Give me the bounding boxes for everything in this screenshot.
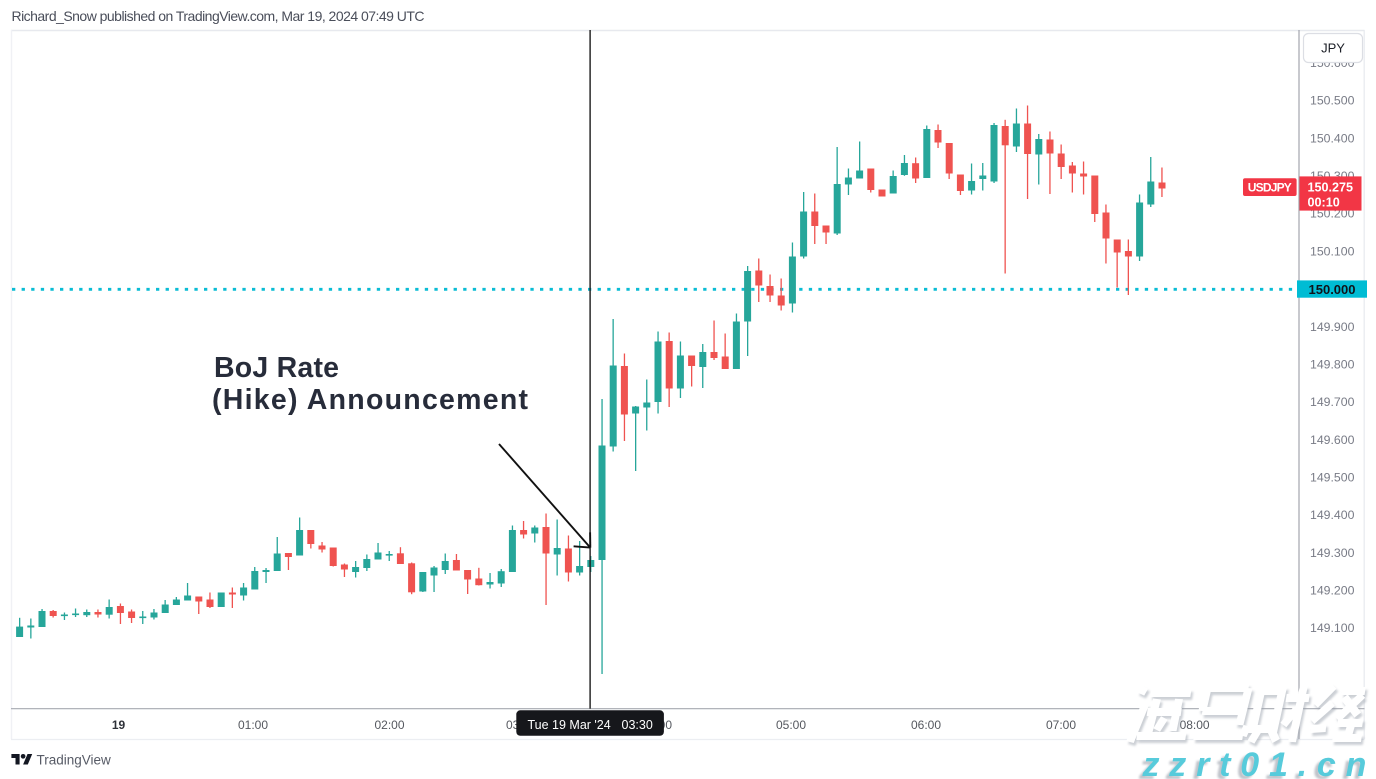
svg-text:06:00: 06:00 [911, 718, 941, 732]
svg-text:149.800: 149.800 [1310, 358, 1355, 372]
svg-text:(Hike) Announcement: (Hike) Announcement [212, 384, 529, 416]
svg-text:Richard_Snow published on Trad: Richard_Snow published on TradingView.co… [12, 8, 425, 24]
svg-text:150.275: 150.275 [1308, 180, 1354, 194]
svg-text:150.400: 150.400 [1310, 131, 1355, 145]
svg-text:19: 19 [112, 718, 126, 732]
svg-text:01:00: 01:00 [238, 718, 268, 732]
svg-text:00:10: 00:10 [1308, 196, 1340, 210]
svg-text:149.700: 149.700 [1310, 395, 1355, 409]
svg-text:149.200: 149.200 [1310, 584, 1355, 598]
svg-text:150.500: 150.500 [1310, 94, 1355, 108]
svg-text:zzrt01.cn: zzrt01.cn [1142, 746, 1376, 779]
svg-text:149.500: 149.500 [1310, 471, 1355, 485]
svg-text:03:30: 03:30 [622, 718, 653, 732]
svg-text:150.100: 150.100 [1310, 244, 1355, 258]
svg-text:149.300: 149.300 [1310, 546, 1355, 560]
svg-text:08:00: 08:00 [1180, 718, 1210, 732]
svg-text:07:00: 07:00 [1046, 718, 1076, 732]
svg-text:149.400: 149.400 [1310, 508, 1355, 522]
svg-text:JPY: JPY [1321, 41, 1345, 56]
svg-text:149.600: 149.600 [1310, 433, 1355, 447]
svg-text:05:00: 05:00 [776, 718, 806, 732]
svg-text:TradingView: TradingView [37, 753, 112, 768]
svg-text:149.100: 149.100 [1310, 621, 1355, 635]
svg-text:Tue 19 Mar '24: Tue 19 Mar '24 [528, 718, 611, 732]
svg-text:BoJ Rate: BoJ Rate [214, 352, 339, 384]
svg-text:02:00: 02:00 [374, 718, 404, 732]
svg-text:149.900: 149.900 [1310, 320, 1355, 334]
svg-text:zzrt01.cn: zzrt01.cn [1138, 749, 1373, 779]
svg-text:150.000: 150.000 [1309, 282, 1356, 297]
svg-text:USDJPY: USDJPY [1248, 180, 1292, 194]
